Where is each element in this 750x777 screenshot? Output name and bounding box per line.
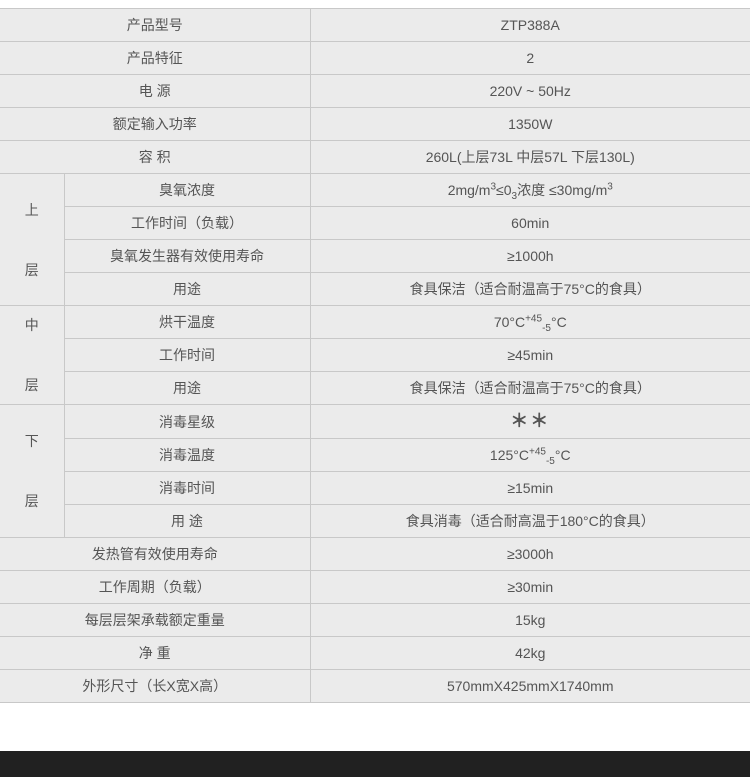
spec-label: 外形尺寸（长X宽X高） xyxy=(0,670,310,703)
footer-gap xyxy=(0,703,750,751)
spec-value: 42kg xyxy=(310,637,750,670)
spec-value: ≥3000h xyxy=(310,538,750,571)
table-row: 用途食具保洁（适合耐温高于75°C的食具） xyxy=(0,372,750,405)
table-row: 工作时间≥45min xyxy=(0,339,750,372)
table-row: 容 积260L(上层73L 中层57L 下层130L) xyxy=(0,141,750,174)
spec-value: 220V ~ 50Hz xyxy=(310,75,750,108)
table-row: 臭氧发生器有效使用寿命≥1000h xyxy=(0,240,750,273)
table-row: 工作时间（负载）60min xyxy=(0,207,750,240)
spec-label: 产品特征 xyxy=(0,42,310,75)
section-lower: 下 层 xyxy=(0,405,64,538)
spec-value: 70°C+45-5°C xyxy=(310,306,750,339)
spec-label: 消毒时间 xyxy=(64,472,310,505)
spec-label: 容 积 xyxy=(0,141,310,174)
spec-value: ≥1000h xyxy=(310,240,750,273)
spec-label: 消毒温度 xyxy=(64,439,310,472)
table-row: 上 层 臭氧浓度 2mg/m3≤03浓度 ≤30mg/m3 xyxy=(0,174,750,207)
spec-label: 产品型号 xyxy=(0,9,310,42)
spec-label: 额定输入功率 xyxy=(0,108,310,141)
spec-value: 食具保洁（适合耐温高于75°C的食具） xyxy=(310,273,750,306)
spec-label: 电 源 xyxy=(0,75,310,108)
spec-table: 产品型号ZTP388A 产品特征2 电 源220V ~ 50Hz 额定输入功率1… xyxy=(0,8,750,703)
spec-value: 2mg/m3≤03浓度 ≤30mg/m3 xyxy=(310,174,750,207)
footer-bar xyxy=(0,751,750,777)
spec-value: 570mmX425mmX1740mm xyxy=(310,670,750,703)
table-row: 消毒温度125°C+45-5°C xyxy=(0,439,750,472)
spec-value: ≥45min xyxy=(310,339,750,372)
spec-value: ≥15min xyxy=(310,472,750,505)
table-row: 工作周期（负载）≥30min xyxy=(0,571,750,604)
spec-label: 用 途 xyxy=(64,505,310,538)
spec-label: 工作时间（负载） xyxy=(64,207,310,240)
table-row: 电 源220V ~ 50Hz xyxy=(0,75,750,108)
spec-value: 2 xyxy=(310,42,750,75)
spec-label: 每层层架承载额定重量 xyxy=(0,604,310,637)
spec-value: 食具消毒（适合耐高温于180°C的食具） xyxy=(310,505,750,538)
table-row: 下 层 消毒星级 ＊＊ xyxy=(0,405,750,439)
spec-value: 260L(上层73L 中层57L 下层130L) xyxy=(310,141,750,174)
spec-label: 用途 xyxy=(64,372,310,405)
table-row: 净 重42kg xyxy=(0,637,750,670)
table-row: 中 层 烘干温度 70°C+45-5°C xyxy=(0,306,750,339)
table-row: 产品特征2 xyxy=(0,42,750,75)
spec-value: 食具保洁（适合耐温高于75°C的食具） xyxy=(310,372,750,405)
table-row: 用 途食具消毒（适合耐高温于180°C的食具） xyxy=(0,505,750,538)
spec-value: 125°C+45-5°C xyxy=(310,439,750,472)
spec-label: 发热管有效使用寿命 xyxy=(0,538,310,571)
spec-value: 1350W xyxy=(310,108,750,141)
section-upper: 上 层 xyxy=(0,174,64,306)
table-row: 产品型号ZTP388A xyxy=(0,9,750,42)
table-row: 消毒时间≥15min xyxy=(0,472,750,505)
spec-value: 15kg xyxy=(310,604,750,637)
table-row: 额定输入功率1350W xyxy=(0,108,750,141)
spec-value: 60min xyxy=(310,207,750,240)
section-middle: 中 层 xyxy=(0,306,64,405)
table-row: 发热管有效使用寿命≥3000h xyxy=(0,538,750,571)
spec-value: ≥30min xyxy=(310,571,750,604)
spec-value: ＊＊ xyxy=(310,405,750,439)
spec-label: 臭氧发生器有效使用寿命 xyxy=(64,240,310,273)
spec-label: 净 重 xyxy=(0,637,310,670)
spec-label: 工作时间 xyxy=(64,339,310,372)
spec-label: 工作周期（负载） xyxy=(0,571,310,604)
spec-label: 烘干温度 xyxy=(64,306,310,339)
table-row: 用途食具保洁（适合耐温高于75°C的食具） xyxy=(0,273,750,306)
spec-label: 消毒星级 xyxy=(64,405,310,439)
table-row: 外形尺寸（长X宽X高）570mmX425mmX1740mm xyxy=(0,670,750,703)
spec-label: 臭氧浓度 xyxy=(64,174,310,207)
spec-value: ZTP388A xyxy=(310,9,750,42)
table-row: 每层层架承载额定重量15kg xyxy=(0,604,750,637)
spec-label: 用途 xyxy=(64,273,310,306)
